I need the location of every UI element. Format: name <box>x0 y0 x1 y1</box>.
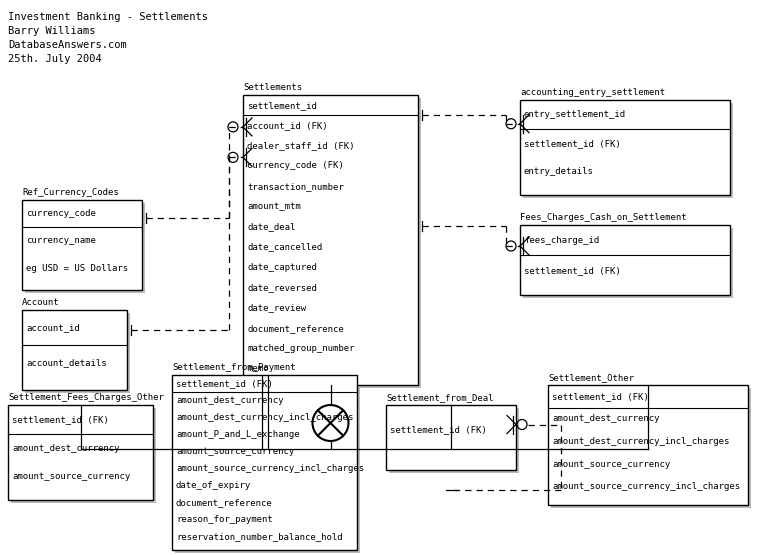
FancyBboxPatch shape <box>246 98 421 388</box>
Text: amount_P_and_L_exchange: amount_P_and_L_exchange <box>176 430 300 439</box>
FancyBboxPatch shape <box>25 203 145 293</box>
Text: settlement_id: settlement_id <box>247 100 317 110</box>
Text: entry_settlement_id: entry_settlement_id <box>524 110 626 119</box>
Text: Settlement_from_Deal: Settlement_from_Deal <box>386 393 494 402</box>
Text: transaction_number: transaction_number <box>247 181 344 191</box>
Text: matched_group_number: matched_group_number <box>247 344 355 353</box>
Text: document_reference: document_reference <box>247 324 344 332</box>
Text: amount_source_currency: amount_source_currency <box>12 472 130 482</box>
FancyBboxPatch shape <box>172 375 357 550</box>
FancyBboxPatch shape <box>548 385 748 505</box>
Text: amount_dest_currency: amount_dest_currency <box>176 396 283 405</box>
Text: Barry Williams: Barry Williams <box>8 26 95 36</box>
Text: amount_source_currency: amount_source_currency <box>552 460 670 469</box>
Text: entry_details: entry_details <box>524 168 594 176</box>
Text: account_id (FK): account_id (FK) <box>247 121 327 130</box>
Text: amount_dest_currency: amount_dest_currency <box>12 443 120 453</box>
Text: account_id: account_id <box>26 323 80 332</box>
Text: settlement_id (FK): settlement_id (FK) <box>390 426 487 435</box>
FancyBboxPatch shape <box>8 405 153 500</box>
FancyBboxPatch shape <box>523 103 733 198</box>
Text: currency_code (FK): currency_code (FK) <box>247 162 344 170</box>
Text: currency_name: currency_name <box>26 236 96 245</box>
FancyBboxPatch shape <box>386 405 516 470</box>
Text: 25th. July 2004: 25th. July 2004 <box>8 54 102 64</box>
FancyBboxPatch shape <box>22 310 127 390</box>
FancyBboxPatch shape <box>389 408 519 473</box>
Text: memo: memo <box>247 364 268 374</box>
Text: amount_source_currency_incl_charges: amount_source_currency_incl_charges <box>176 464 364 473</box>
Text: dealer_staff_id (FK): dealer_staff_id (FK) <box>247 141 355 150</box>
Text: fees_charge_id: fees_charge_id <box>524 236 599 245</box>
Text: currency_code: currency_code <box>26 209 96 218</box>
Text: reservation_number_balance_hold: reservation_number_balance_hold <box>176 532 343 541</box>
Text: amount_dest_currency: amount_dest_currency <box>552 415 660 423</box>
Text: settlement_id (FK): settlement_id (FK) <box>176 379 272 388</box>
FancyBboxPatch shape <box>22 200 142 290</box>
Text: Settlement_Other: Settlement_Other <box>548 373 634 382</box>
Text: date_review: date_review <box>247 304 306 312</box>
Text: date_of_expiry: date_of_expiry <box>176 481 251 490</box>
FancyBboxPatch shape <box>523 228 733 298</box>
FancyBboxPatch shape <box>175 378 360 553</box>
Text: eg USD = US Dollars: eg USD = US Dollars <box>26 264 128 273</box>
Text: amount_dest_currency_incl_charges: amount_dest_currency_incl_charges <box>552 437 729 446</box>
Text: document_reference: document_reference <box>176 498 272 507</box>
FancyBboxPatch shape <box>520 100 730 195</box>
Text: Fees_Charges_Cash_on_Settlement: Fees_Charges_Cash_on_Settlement <box>520 213 687 222</box>
Text: settlement_id (FK): settlement_id (FK) <box>12 415 109 424</box>
FancyBboxPatch shape <box>520 225 730 295</box>
Text: settlement_id (FK): settlement_id (FK) <box>524 266 621 275</box>
Text: Ref_Currency_Codes: Ref_Currency_Codes <box>22 188 119 197</box>
Text: Settlement_from_Payment: Settlement_from_Payment <box>172 363 296 372</box>
Text: amount_source_currency_incl_charges: amount_source_currency_incl_charges <box>552 482 740 491</box>
Text: amount_mtm: amount_mtm <box>247 202 301 211</box>
Text: settlement_id (FK): settlement_id (FK) <box>524 139 621 148</box>
Text: Settlements: Settlements <box>243 83 302 92</box>
Text: settlement_id (FK): settlement_id (FK) <box>552 392 649 401</box>
Text: reason_for_payment: reason_for_payment <box>176 515 272 524</box>
Text: accounting_entry_settlement: accounting_entry_settlement <box>520 88 665 97</box>
Text: Account: Account <box>22 298 60 307</box>
FancyBboxPatch shape <box>551 388 751 508</box>
Text: date_deal: date_deal <box>247 223 296 231</box>
FancyBboxPatch shape <box>243 95 418 385</box>
Text: amount_source_currency: amount_source_currency <box>176 447 294 456</box>
FancyBboxPatch shape <box>25 313 130 393</box>
Text: date_reversed: date_reversed <box>247 283 317 292</box>
Text: amount_dest_currency_incl_charges: amount_dest_currency_incl_charges <box>176 413 353 422</box>
FancyBboxPatch shape <box>11 408 156 503</box>
Text: date_captured: date_captured <box>247 263 317 272</box>
Text: DatabaseAnswers.com: DatabaseAnswers.com <box>8 40 126 50</box>
Text: Settlement_Fees_Charges_Other: Settlement_Fees_Charges_Other <box>8 393 164 402</box>
Text: Investment Banking - Settlements: Investment Banking - Settlements <box>8 12 208 22</box>
Text: date_cancelled: date_cancelled <box>247 243 322 251</box>
Text: account_details: account_details <box>26 357 106 367</box>
